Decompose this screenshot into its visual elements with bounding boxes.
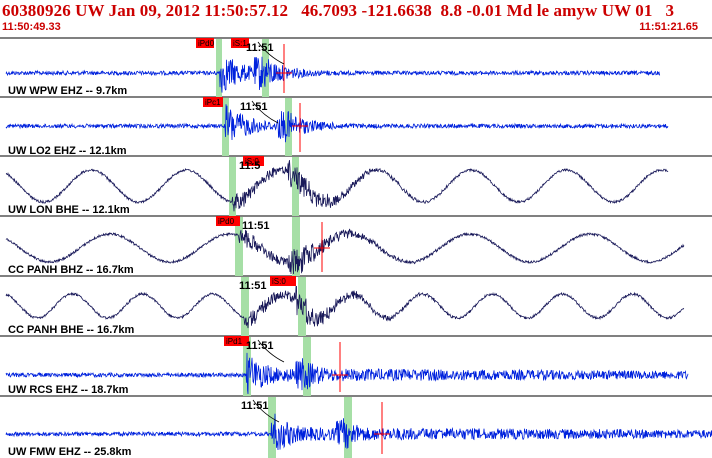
trace-time-stamp: 11:51: [242, 220, 270, 232]
coda-fit-curve: [257, 41, 285, 65]
p-pick-window: [235, 217, 243, 276]
coda-fit-curve: [257, 339, 285, 363]
p-pick-flag: [216, 216, 240, 226]
channel-label: UW RCS EHZ -- 18.7km: [8, 384, 129, 396]
channel-label: UW FMW EHZ -- 25.8km: [8, 446, 132, 458]
coda-fit-curve: [252, 399, 280, 423]
waveform-trace: [5, 352, 689, 395]
p-pick-label: iPd0: [198, 39, 215, 48]
trace-time-stamp: 11:51: [246, 340, 274, 352]
s-pick-label: iS:0: [245, 157, 259, 166]
s-pick-window: [292, 217, 300, 276]
trace-time-stamp: 11:51: [246, 42, 274, 54]
event-header: 60380926 UW Jan 09, 2012 11:50:57.12 46.…: [0, 0, 712, 36]
trace-time-stamp: 11:51: [239, 280, 267, 292]
waveform-trace: [5, 285, 685, 329]
s-pick-label: iS:1: [233, 39, 247, 48]
coda-fit-curve: [251, 100, 279, 124]
s-pick-flag: [231, 38, 249, 48]
channel-label: CC PANH BHZ -- 16.7km: [8, 264, 134, 276]
waveform-trace: [5, 228, 685, 275]
window-end-time: 11:51:21.65: [639, 21, 698, 33]
p-pick-label: iPd0: [218, 217, 235, 226]
window-start-time: 11:50:49.33: [2, 21, 61, 33]
s-pick-window: [303, 337, 311, 396]
p-pick-flag: [224, 336, 249, 346]
p-pick-window: [216, 39, 222, 97]
s-pick-window: [292, 157, 299, 216]
p-pick-window: [229, 157, 236, 216]
waveform-trace: [5, 56, 661, 93]
p-pick-flag: [203, 97, 223, 107]
waveform-trace: [5, 413, 712, 451]
s-pick-flag: [243, 156, 264, 166]
p-pick-flag: [196, 38, 214, 48]
p-pick-label: iPc1: [205, 98, 221, 107]
s-pick-flag: [270, 276, 296, 286]
trace-time-stamp: 11:5: [239, 160, 260, 172]
channel-label: UW LO2 EHZ -- 12.1km: [8, 145, 127, 157]
p-pick-label: iPd1: [226, 337, 243, 346]
event-summary: 60380926 UW Jan 09, 2012 11:50:57.12 46.…: [2, 1, 675, 20]
p-pick-window: [241, 277, 249, 336]
channel-label: UW LON BHE -- 12.1km: [8, 204, 130, 216]
trace-time-stamp: 11:51: [241, 400, 269, 412]
s-pick-window: [344, 397, 352, 458]
trace-time-stamp: 11:51: [240, 101, 268, 113]
waveform-trace: [5, 104, 669, 143]
waveform-trace: [5, 160, 669, 212]
s-pick-label: iS:0: [272, 277, 286, 286]
channel-label: UW WPW EHZ -- 9.7km: [8, 85, 127, 97]
channel-label: CC PANH BHE -- 16.7km: [8, 324, 135, 336]
